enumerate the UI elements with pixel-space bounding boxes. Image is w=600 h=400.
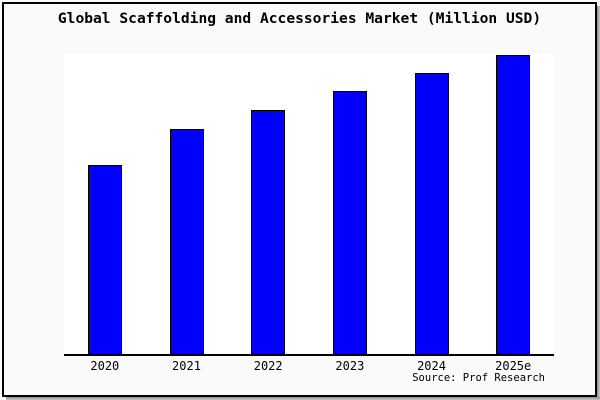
bar-slot-2023 [309,54,391,354]
bar-2021 [169,129,204,354]
bar-slot-2021 [146,54,228,354]
bar-slot-2024 [391,54,473,354]
bars-group [64,54,554,354]
shadow-edge-right [597,6,600,400]
bar-2024 [414,72,449,354]
x-tick-label-2025e: 2025e [495,359,532,373]
bar-2020 [87,165,122,354]
shadow-edge-bottom [6,397,600,400]
chart-title: Global Scaffolding and Accessories Marke… [57,10,542,27]
plot-area [64,54,554,356]
x-tick-label-2024: 2024 [417,359,446,373]
x-tick-label-2021: 2021 [172,359,201,373]
x-axis-labels: 2020 2021 2022 2023 2024 2025e [64,359,554,373]
chart-frame: Global Scaffolding and Accessories Marke… [2,2,597,397]
bar-slot-2022 [227,54,309,354]
x-tick-label-2022: 2022 [253,359,283,373]
x-tick-label-2023: 2023 [335,359,365,373]
source-credit: Source: Prof Research [412,372,545,384]
bar-2022 [251,110,286,354]
bar-2025e [496,54,531,354]
x-tick-label-2020: 2020 [90,359,120,373]
bar-slot-2020 [64,54,146,354]
bar-slot-2025e [472,54,554,354]
bar-2023 [332,90,367,354]
